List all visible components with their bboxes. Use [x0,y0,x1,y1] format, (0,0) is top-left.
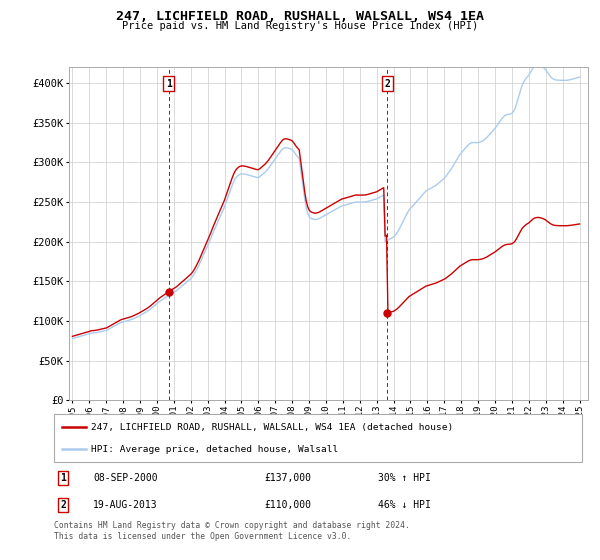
Text: 1: 1 [166,79,172,89]
Text: 08-SEP-2000: 08-SEP-2000 [93,473,158,483]
Text: 2: 2 [385,79,390,89]
Text: Contains HM Land Registry data © Crown copyright and database right 2024.
This d: Contains HM Land Registry data © Crown c… [54,521,410,541]
Text: 19-AUG-2013: 19-AUG-2013 [93,500,158,510]
Text: £110,000: £110,000 [264,500,311,510]
FancyBboxPatch shape [54,414,582,462]
Text: 247, LICHFIELD ROAD, RUSHALL, WALSALL, WS4 1EA: 247, LICHFIELD ROAD, RUSHALL, WALSALL, W… [116,10,484,23]
Text: 46% ↓ HPI: 46% ↓ HPI [378,500,431,510]
Text: £137,000: £137,000 [264,473,311,483]
Text: 30% ↑ HPI: 30% ↑ HPI [378,473,431,483]
Text: HPI: Average price, detached house, Walsall: HPI: Average price, detached house, Wals… [91,445,338,454]
Text: 2: 2 [60,500,66,510]
Text: Price paid vs. HM Land Registry's House Price Index (HPI): Price paid vs. HM Land Registry's House … [122,21,478,31]
Text: 247, LICHFIELD ROAD, RUSHALL, WALSALL, WS4 1EA (detached house): 247, LICHFIELD ROAD, RUSHALL, WALSALL, W… [91,423,453,432]
Text: 1: 1 [60,473,66,483]
